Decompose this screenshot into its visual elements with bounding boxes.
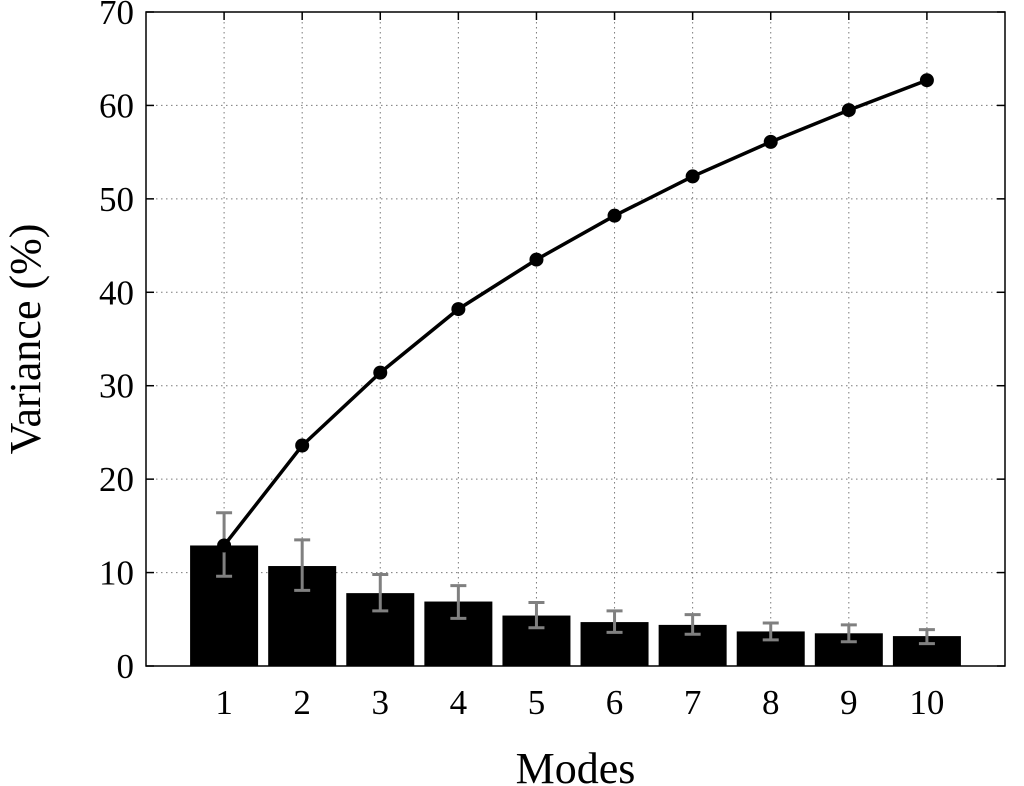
x-tick-label: 5 <box>528 683 546 722</box>
y-tick-label: 50 <box>99 180 134 219</box>
x-tick-label: 6 <box>606 683 624 722</box>
error-bar-mode-3 <box>372 572 389 613</box>
error-bar-mode-9 <box>840 623 857 644</box>
x-tick-label: 8 <box>762 683 780 722</box>
x-tick-label: 3 <box>372 683 390 722</box>
error-bar-mode-6 <box>606 609 623 634</box>
line-point-mode-7 <box>685 169 700 184</box>
error-bar-mode-7 <box>684 613 701 636</box>
error-bar-mode-10 <box>918 628 935 646</box>
y-tick-label: 30 <box>99 367 134 406</box>
x-axis-ticks: 1 2 3 4 5 6 7 8 9 10 <box>215 12 944 722</box>
line-point-mode-4 <box>451 302 466 317</box>
x-tick-label: 2 <box>293 683 311 722</box>
plot-frame <box>145 11 1006 667</box>
error-bar-mode-8 <box>762 621 779 642</box>
line-point-mode-9 <box>841 103 856 118</box>
line-point-mode-8 <box>763 134 778 149</box>
y-tick-label: 0 <box>117 647 135 686</box>
line-point-mode-5 <box>529 252 544 267</box>
error-bar-mode-4 <box>450 584 467 620</box>
y-tick-label: 40 <box>99 273 134 312</box>
y-tick-label: 20 <box>99 460 134 499</box>
y-tick-label: 70 <box>99 0 134 32</box>
x-tick-label: 1 <box>215 683 233 722</box>
error-bar-mode-2 <box>294 538 311 592</box>
x-axis-title: Modes <box>516 744 636 786</box>
line-point-mode-3 <box>373 365 388 380</box>
bars <box>190 545 961 666</box>
line-point-mode-10 <box>919 73 934 88</box>
line-point-mode-6 <box>607 208 622 223</box>
cumulative-variance-line <box>222 78 928 547</box>
error-bar-mode-5 <box>528 600 545 630</box>
line-point-mode-1 <box>217 538 232 553</box>
y-axis-ticks: 0 10 20 30 40 50 60 70 <box>99 0 1005 686</box>
y-tick-label: 10 <box>99 554 134 593</box>
y-tick-label: 60 <box>99 86 134 125</box>
line-point-mode-2 <box>295 438 310 453</box>
x-tick-label: 7 <box>684 683 702 722</box>
x-tick-label: 4 <box>450 683 468 722</box>
x-tick-label: 10 <box>909 683 944 722</box>
y-axis-title: Variance (%) <box>1 224 50 455</box>
cumulative-line <box>217 73 934 553</box>
x-tick-label: 9 <box>840 683 858 722</box>
